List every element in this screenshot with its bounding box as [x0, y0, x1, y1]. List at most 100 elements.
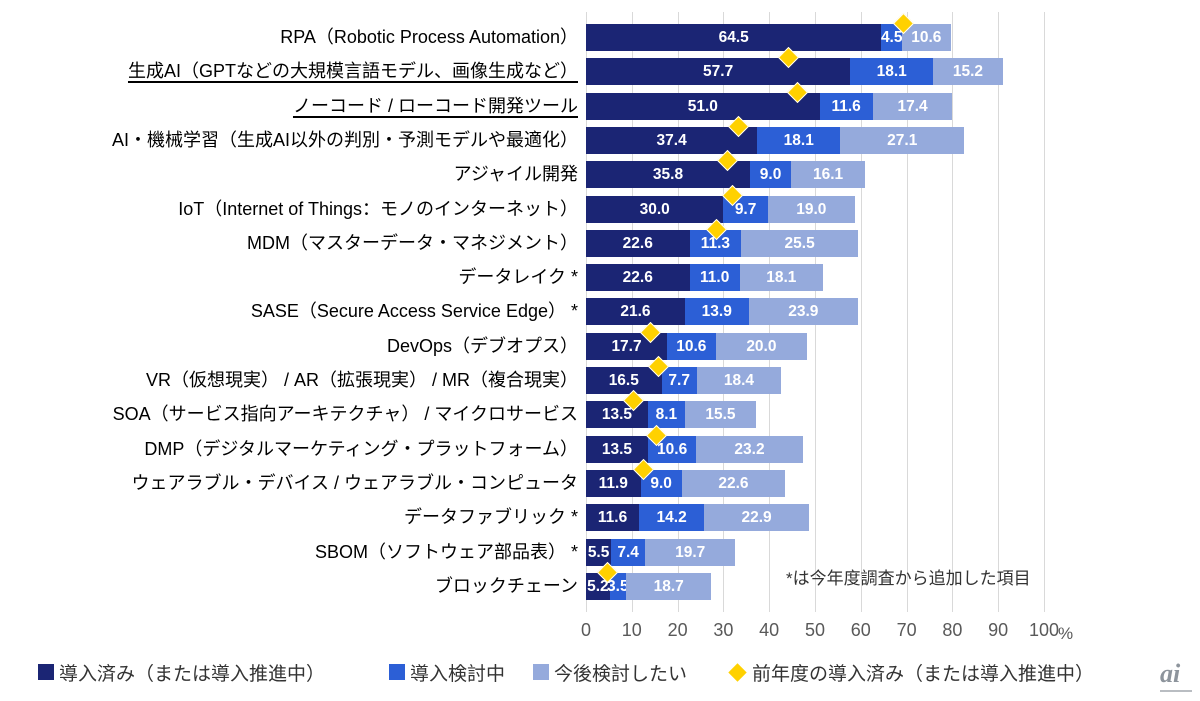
legend-item-prev-year: 前年度の導入済み（または導入推進中） — [728, 656, 1094, 688]
segment-future: 20.0 — [715, 332, 808, 360]
bar-row: IoT（Internet of Things：モノのインターネット） 30.0 9.… — [0, 184, 1200, 223]
value-label: 5.2 — [587, 577, 609, 595]
gridline — [860, 12, 862, 612]
segment-adopted: 5.5 — [586, 538, 612, 566]
value-label: 27.1 — [887, 131, 918, 149]
segment-considering: 3.5 — [607, 572, 629, 600]
segment-future: 23.2 — [696, 435, 803, 463]
legend-swatch-considering-icon — [389, 664, 405, 680]
category-label: SBOM（ソフトウェア部品表） * — [314, 541, 578, 562]
category-label: 生成AI（GPTなどの大規模言語モデル、画像生成など） — [127, 61, 578, 82]
bar-row: SOA（サービス指向アーキテクチャ） / マイクロサービス 13.5 8.1 15.5 — [0, 390, 1200, 429]
x-axis-unit: % — [1058, 624, 1074, 643]
value-label: 5.5 — [587, 543, 610, 561]
segment-adopted: 17.7 — [586, 332, 668, 360]
segment-considering: 10.6 — [647, 435, 697, 463]
value-label: 10.6 — [676, 337, 707, 355]
segment-considering: 7.7 — [661, 367, 697, 394]
value-label: 7.7 — [668, 372, 690, 389]
value-label: 18.1 — [876, 63, 907, 81]
segment-considering: 8.1 — [647, 401, 685, 429]
value-label: 22.6 — [622, 234, 653, 252]
category-label: ウェアラブル・デバイス / ウェアラブル・コンピュータ — [131, 472, 578, 493]
legend-label-considering: 導入検討中 — [410, 663, 506, 685]
segment-adopted: 22.6 — [586, 229, 690, 257]
value-label: 9.0 — [650, 474, 672, 492]
bar-row: ノーコード / ローコード開発ツール 51.0 11.6 17.4 — [0, 81, 1200, 120]
gridline — [952, 12, 954, 612]
value-label: 23.9 — [788, 303, 819, 321]
x-axis-tick: 90 — [988, 620, 1009, 640]
segment-considering: 18.1 — [757, 126, 841, 154]
value-label: 21.6 — [620, 303, 651, 321]
segment-future: 19.7 — [645, 538, 736, 566]
legend-label-prev-year: 前年度の導入済み（または導入推進中） — [752, 663, 1095, 685]
segment-future: 18.4 — [696, 367, 782, 394]
legend-item-considering: 導入検討中 — [389, 656, 505, 688]
value-label: 19.7 — [675, 543, 706, 561]
value-label: 9.7 — [734, 200, 757, 218]
value-label: 13.9 — [701, 303, 732, 321]
value-label: 23.2 — [734, 440, 765, 458]
value-label: 64.5 — [718, 29, 749, 46]
ai-logo-subtext-decoration — [1160, 690, 1192, 692]
bar-row: SASE（Secure Access Service Edge） * 21.6 13… — [0, 298, 1200, 326]
value-label: 11.0 — [700, 269, 730, 287]
category-label: ブロックチェーン — [434, 575, 578, 596]
value-label: 15.5 — [705, 406, 736, 424]
value-label: 11.6 — [597, 509, 628, 527]
segment-considering: 13.9 — [684, 298, 749, 326]
bar-row: DMP（デジタルマーケティング・プラットフォーム） 13.5 10.6 23.2 — [0, 424, 1200, 463]
x-axis-tick: 40 — [759, 620, 780, 640]
x-axis-tick: 0 — [580, 620, 591, 640]
segment-future: 18.7 — [625, 572, 712, 600]
segment-adopted: 22.6 — [586, 264, 690, 292]
legend-label-future: 今後検討したい — [554, 663, 688, 685]
gridline — [906, 12, 908, 612]
legend-item-adopted: 導入済み（または導入推進中） — [38, 656, 325, 688]
segment-future: 15.2 — [933, 58, 1003, 86]
x-axis-tick: 80 — [942, 620, 963, 640]
value-label: 22.9 — [741, 509, 772, 527]
segment-future: 15.5 — [684, 401, 756, 429]
category-label: アジャイル開発 — [453, 164, 578, 185]
bar-row: 生成AI（GPTなどの大規模言語モデル、画像生成など） 57.7 18.1 15.2 — [0, 47, 1200, 86]
segment-considering: 10.6 — [667, 332, 716, 360]
value-label: 9.0 — [759, 166, 782, 184]
value-label: 10.6 — [911, 29, 942, 46]
segment-adopted: 51.0 — [586, 92, 820, 120]
value-label: 51.0 — [687, 97, 718, 115]
category-label: データレイク * — [458, 267, 578, 288]
value-label: 22.6 — [718, 474, 749, 492]
segment-considering: 14.2 — [639, 504, 705, 532]
value-label: 18.4 — [723, 372, 755, 389]
value-label: 18.1 — [766, 269, 797, 287]
segment-adopted: 21.6 — [586, 298, 685, 326]
value-label: 25.5 — [784, 234, 815, 252]
segment-future: 16.1 — [791, 161, 865, 189]
value-label: 18.7 — [653, 577, 684, 595]
x-axis-tick: 60 — [850, 620, 871, 640]
bar-row: VR（仮想現実） / AR（拡張現実） / MR（複合現実） 16.5 7.7 18.… — [0, 355, 1200, 394]
category-label: AI・機械学習（生成AI以外の判別・予測モデルや最適化） — [111, 129, 578, 150]
segment-adopted: 37.4 — [586, 126, 758, 154]
segment-considering: 11.3 — [689, 229, 742, 257]
segment-considering: 7.4 — [611, 538, 646, 566]
category-label: DevOps（デブオプス） — [386, 335, 578, 356]
category-label: RPA（Robotic Process Automation） — [280, 27, 578, 47]
ai-logo: ai — [1160, 659, 1181, 688]
bar-row: データレイク * 22.6 11.0 18.1 — [0, 264, 1200, 292]
value-label: 13.5 — [601, 406, 632, 424]
segment-future: 18.1 — [739, 264, 823, 292]
segment-future: 27.1 — [840, 126, 965, 154]
legend-item-future: 今後検討したい — [533, 656, 687, 688]
bar-row: データファブリック * 11.6 14.2 22.9 — [0, 504, 1200, 532]
legend-diamond-icon — [728, 662, 747, 682]
value-label: 15.2 — [952, 63, 984, 81]
segment-future: 22.6 — [681, 469, 786, 497]
legend-swatch-adopted-icon — [38, 664, 54, 680]
value-label: 14.2 — [656, 509, 687, 527]
bar-row: MDM（マスターデータ・マネジメント） 22.6 11.3 25.5 — [0, 218, 1200, 257]
category-label: MDM（マスターデータ・マネジメント） — [247, 232, 578, 253]
